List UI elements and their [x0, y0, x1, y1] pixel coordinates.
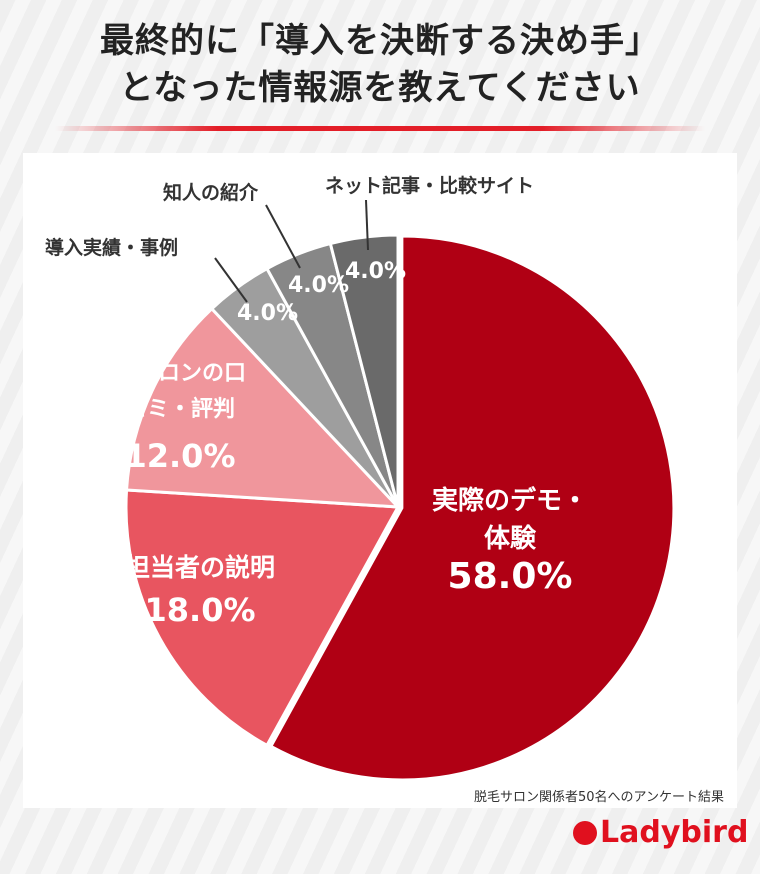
label-slice-4: 知人の紹介 — [163, 182, 259, 204]
pie-slice-2 — [124, 306, 402, 509]
pie-slice-1 — [124, 488, 401, 748]
pct-slice-5: 4.0% — [345, 259, 407, 284]
label-slice-1: 営業担当者の説明 18.0% — [75, 553, 276, 629]
title-line-1: 最終的に「導入を決断する決め手」 — [100, 21, 660, 61]
pct-slice-3: 4.0% — [237, 301, 299, 326]
title-line-2: となった情報源を教えてください — [119, 68, 641, 108]
leader-line-3 — [214, 257, 248, 303]
ladybug-icon — [573, 821, 597, 845]
label-slice-0: 実際のデモ・体験 58.0% — [431, 486, 588, 597]
pie-slice-5 — [328, 233, 400, 508]
leader-line-5 — [365, 199, 369, 251]
pie-slice-0 — [268, 234, 676, 782]
logo-text: Ladybird — [600, 815, 749, 850]
label-slice-5: ネット記事・比較サイト — [325, 175, 535, 197]
label-slice-2: 他サロンの口コミ・評判 12.0% — [113, 361, 246, 475]
chart-title: 最終的に「導入を決断する決め手」 となった情報源を教えてください — [0, 18, 760, 112]
label-slice-3: 導入実績・事例 — [45, 237, 179, 259]
ladybird-logo: Ladybird — [573, 815, 748, 850]
title-divider — [55, 126, 705, 131]
pct-slice-4: 4.0% — [288, 273, 350, 298]
leader-line-4 — [265, 204, 301, 269]
footnote: 脱毛サロン関係者50名へのアンケート結果 — [473, 790, 724, 805]
